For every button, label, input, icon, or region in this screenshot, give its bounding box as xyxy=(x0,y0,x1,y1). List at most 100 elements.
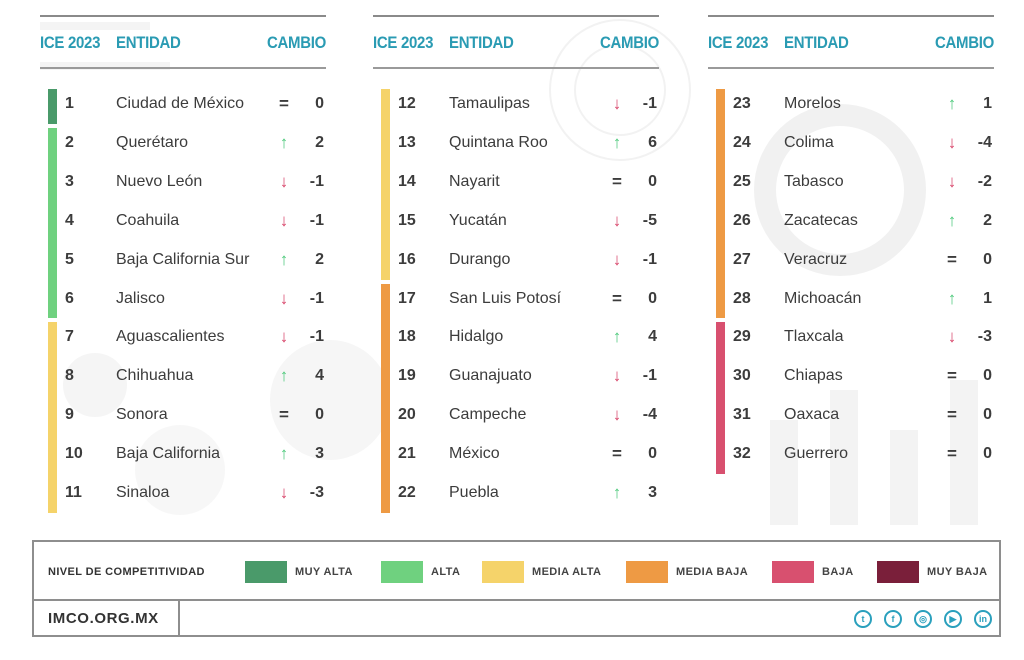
state-change: 3 xyxy=(315,445,324,463)
header-entidad: ENTIDAD xyxy=(116,34,181,53)
state-row: 28 Michoacán ↑ 1 xyxy=(708,284,994,314)
youtube-icon[interactable]: ▶ xyxy=(944,610,962,628)
state-name: Colima xyxy=(784,133,834,151)
legend-swatch-alta xyxy=(381,561,423,583)
state-rank: 9 xyxy=(65,406,74,424)
state-row: 12 Tamaulipas ↓ -1 xyxy=(373,89,659,119)
state-row: 13 Quintana Roo ↑ 6 xyxy=(373,128,659,158)
linkedin-icon[interactable]: in xyxy=(974,610,992,628)
arrow-down-icon: ↓ xyxy=(612,94,622,113)
instagram-icon[interactable]: ◎ xyxy=(914,610,932,628)
state-rank: 26 xyxy=(733,211,751,229)
state-rank: 18 xyxy=(398,328,416,346)
equal-icon: = xyxy=(279,94,289,113)
level-bar-media-alta xyxy=(381,89,390,280)
state-rank: 8 xyxy=(65,367,74,385)
legend-label-media-alta: MEDIA ALTA xyxy=(532,566,602,578)
state-name: Puebla xyxy=(449,484,499,501)
arrow-down-icon: ↓ xyxy=(612,249,622,269)
facebook-icon[interactable]: f xyxy=(884,610,902,628)
state-name: Guanajuato xyxy=(449,367,532,385)
state-change: 0 xyxy=(983,367,992,385)
state-name: Sonora xyxy=(116,406,168,424)
state-change: -3 xyxy=(977,328,992,346)
arrow-up-icon: ↑ xyxy=(279,132,289,152)
state-row: 6 Jalisco ↓ -1 xyxy=(40,284,326,314)
legend-divider xyxy=(34,599,999,601)
state-rank: 7 xyxy=(65,328,74,346)
arrow-down-icon: ↓ xyxy=(947,327,957,347)
state-name: Nayarit xyxy=(449,172,500,190)
legend-swatch-media-alta xyxy=(482,561,524,583)
state-rank: 29 xyxy=(733,328,751,346)
header-cambio: CAMBIO xyxy=(599,34,659,53)
state-change: -2 xyxy=(977,172,992,190)
arrow-up-icon: ↑ xyxy=(279,444,289,464)
state-rank: 16 xyxy=(398,250,416,268)
state-change: 1 xyxy=(983,289,992,307)
state-change: 2 xyxy=(315,133,324,151)
column-top-rule xyxy=(40,15,326,17)
state-name: Sinaloa xyxy=(116,484,170,501)
state-name: Tamaulipas xyxy=(449,95,530,112)
footer-divider xyxy=(178,600,180,637)
state-name: Ciudad de México xyxy=(116,95,245,112)
arrow-up-icon: ↑ xyxy=(947,210,957,230)
state-name: Quintana Roo xyxy=(449,133,548,151)
equal-icon: = xyxy=(612,171,622,191)
arrow-up-icon: ↑ xyxy=(279,366,289,386)
ranking-column-1: ICE 2023 ENTIDAD CAMBIO 1 Ciudad de México = 0… xyxy=(40,15,326,515)
state-change: -1 xyxy=(642,250,657,268)
column-header-rule xyxy=(40,67,326,69)
state-rank: 11 xyxy=(65,484,82,501)
equal-icon: = xyxy=(947,249,957,269)
state-name: Tlaxcala xyxy=(784,328,844,346)
legend-label-alta: ALTA xyxy=(431,566,461,578)
state-row: 27 Veracruz = 0 xyxy=(708,245,994,275)
arrow-up-icon: ↑ xyxy=(947,94,957,113)
equal-icon: = xyxy=(612,288,622,308)
site-link[interactable]: IMCO.ORG.MX xyxy=(48,610,159,627)
level-bar-media-baja xyxy=(381,283,390,513)
state-row: 25 Tabasco ↓ -2 xyxy=(708,167,994,197)
column-top-rule xyxy=(708,15,994,17)
twitter-icon[interactable]: t xyxy=(854,610,872,628)
state-name: Michoacán xyxy=(784,289,862,307)
state-row: 7 Aguascalientes ↓ -1 xyxy=(40,322,326,352)
state-row: 1 Ciudad de México = 0 xyxy=(40,89,326,119)
state-row: 10 Baja California ↑ 3 xyxy=(40,439,326,469)
state-name: Querétaro xyxy=(116,133,189,151)
state-row: 11 Sinaloa ↓ -3 xyxy=(40,478,326,508)
arrow-down-icon: ↓ xyxy=(612,405,622,425)
state-change: -1 xyxy=(642,367,657,385)
arrow-down-icon: ↓ xyxy=(279,327,289,347)
column-header: ICE 2023 ENTIDAD CAMBIO xyxy=(373,34,659,60)
column-header: ICE 2023 ENTIDAD CAMBIO xyxy=(40,34,326,60)
arrow-down-icon: ↓ xyxy=(947,132,957,152)
legend-swatch-muy-baja xyxy=(877,561,919,583)
legend-label-media-baja: MEDIA BAJA xyxy=(676,566,749,578)
state-rank: 25 xyxy=(733,172,751,190)
arrow-down-icon: ↓ xyxy=(279,483,289,502)
state-name: Veracruz xyxy=(784,250,848,268)
state-change: -1 xyxy=(309,172,324,190)
equal-icon: = xyxy=(279,405,289,425)
state-row: 29 Tlaxcala ↓ -3 xyxy=(708,322,994,352)
header-ice-2023: ICE 2023 xyxy=(708,34,769,53)
state-change: 0 xyxy=(648,172,657,190)
legend-swatch-baja xyxy=(772,561,814,583)
state-rank: 20 xyxy=(398,406,416,424)
state-rank: 21 xyxy=(398,445,416,463)
state-name: Aguascalientes xyxy=(116,328,225,346)
arrow-down-icon: ↓ xyxy=(612,366,622,386)
arrow-down-icon: ↓ xyxy=(279,288,289,308)
state-name: Baja California Sur xyxy=(116,250,250,268)
arrow-down-icon: ↓ xyxy=(612,210,622,230)
state-row: 31 Oaxaca = 0 xyxy=(708,400,994,430)
arrow-up-icon: ↑ xyxy=(947,288,957,308)
level-bar-media-baja xyxy=(716,89,725,319)
state-change: 0 xyxy=(983,250,992,268)
state-change: 4 xyxy=(315,367,324,385)
header-ice-2023: ICE 2023 xyxy=(373,34,434,53)
state-rank: 24 xyxy=(733,133,751,151)
